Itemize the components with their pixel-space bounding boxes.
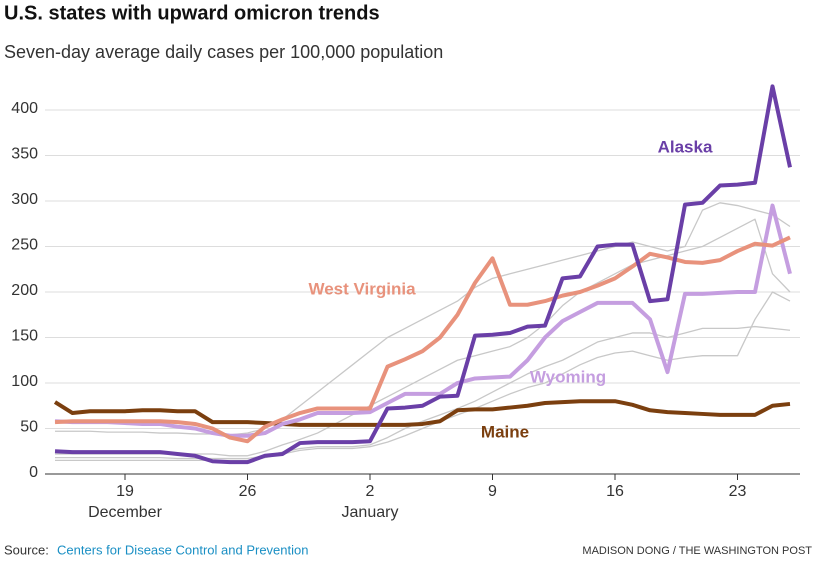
- x-tick-label: 26: [239, 483, 257, 500]
- y-tick-label: 100: [11, 373, 38, 390]
- credit: MADISON DONG / THE WASHINGTON POST: [582, 545, 812, 557]
- chart-title: U.S. states with upward omicron trends: [4, 2, 380, 24]
- series-label: West Virginia: [308, 279, 416, 298]
- source-label: Source:: [4, 542, 49, 557]
- x-tick-label: 16: [606, 483, 624, 500]
- y-tick-label: 350: [11, 146, 38, 163]
- month-label: December: [88, 504, 162, 521]
- y-tick-label: 150: [11, 328, 38, 345]
- series-label: Maine: [481, 422, 529, 441]
- y-tick-label: 200: [11, 282, 38, 299]
- x-tick-label: 2: [366, 483, 375, 500]
- series-line: [53, 399, 791, 427]
- y-tick-label: 0: [29, 464, 38, 481]
- month-label: January: [342, 504, 399, 521]
- series-line: [54, 203, 792, 438]
- background-line: [55, 202, 791, 436]
- x-tick-label: 19: [116, 483, 134, 500]
- y-tick-label: 300: [11, 191, 38, 208]
- y-tick-label: 50: [20, 419, 38, 436]
- series-label: Alaska: [658, 137, 713, 156]
- background-line: [55, 325, 791, 460]
- series-line: [54, 235, 791, 444]
- y-tick-label: 400: [11, 100, 38, 117]
- series-label: Wyoming: [530, 367, 606, 386]
- x-tick-label: 23: [729, 483, 747, 500]
- chart-subtitle: Seven-day average daily cases per 100,00…: [4, 42, 443, 62]
- y-tick-label: 250: [11, 237, 38, 254]
- background-line: [55, 291, 791, 461]
- source-link[interactable]: Centers for Disease Control and Preventi…: [57, 542, 308, 557]
- x-tick-label: 9: [488, 483, 497, 500]
- series-line: [54, 84, 792, 465]
